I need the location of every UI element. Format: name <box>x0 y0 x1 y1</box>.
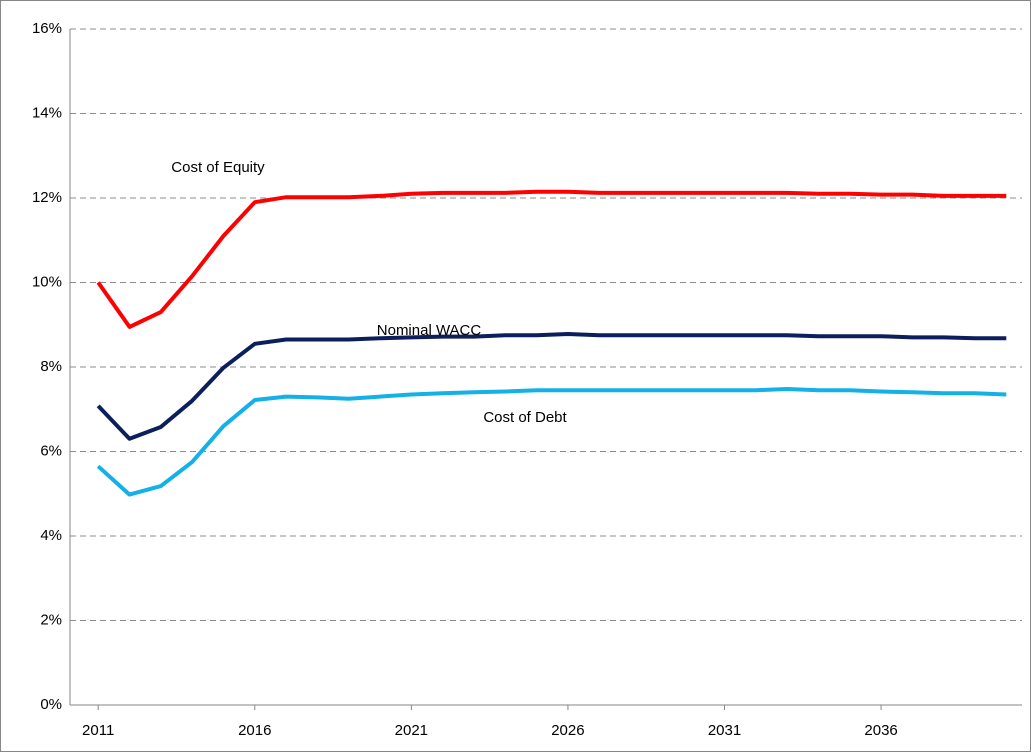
series-line <box>96 387 1007 497</box>
y-tick-label: 10% <box>32 273 62 290</box>
x-tick-label: 2031 <box>708 722 741 739</box>
y-tick-label: 14% <box>32 104 62 121</box>
y-tick-label: 4% <box>40 527 62 544</box>
x-tick-label: 2021 <box>395 722 428 739</box>
y-tick-label: 16% <box>32 20 62 37</box>
series-label: Nominal WACC <box>377 322 482 339</box>
y-tick-label: 2% <box>40 611 62 628</box>
x-tick-label: 2011 <box>82 722 114 739</box>
series-label: Cost of Equity <box>171 159 265 176</box>
series-label: Cost of Debt <box>483 409 567 426</box>
x-tick-label: 2036 <box>864 722 897 739</box>
series-line <box>96 189 1007 329</box>
y-tick-label: 12% <box>32 189 62 206</box>
x-tick-label: 2016 <box>238 722 271 739</box>
y-tick-label: 0% <box>40 696 62 713</box>
x-tick-label: 2026 <box>551 722 584 739</box>
series-line <box>96 332 1007 441</box>
y-tick-label: 8% <box>40 358 62 375</box>
y-tick-label: 6% <box>40 442 62 459</box>
